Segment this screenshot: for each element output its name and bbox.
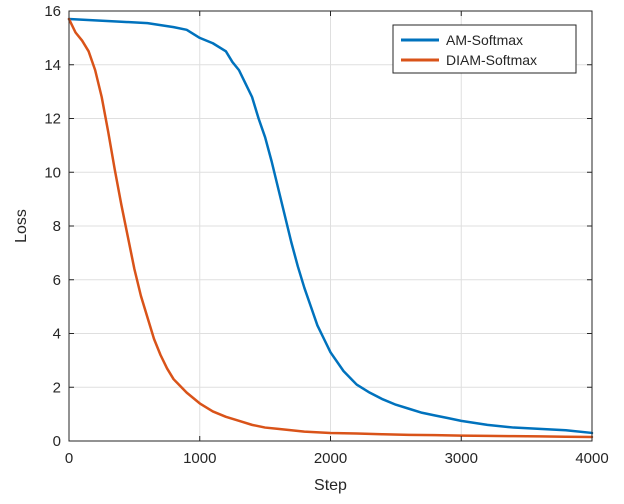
y-tick-label: 10 [44, 164, 61, 181]
y-tick-label: 8 [53, 218, 61, 235]
y-tick-label: 2 [53, 379, 61, 396]
x-tick-label: 0 [65, 450, 73, 467]
y-tick-label: 4 [53, 326, 61, 343]
x-tick-label: 2000 [314, 450, 347, 467]
y-tick-label: 12 [44, 111, 61, 128]
x-tick-label: 4000 [575, 450, 608, 467]
y-tick-label: 0 [53, 433, 61, 450]
legend-label-am-softmax: AM-Softmax [446, 32, 523, 48]
y-tick-label: 16 [44, 3, 61, 20]
legend-label-diam-softmax: DIAM-Softmax [446, 52, 537, 68]
y-tick-label: 6 [53, 272, 61, 289]
y-axis-label: Loss [13, 209, 30, 243]
x-tick-label: 1000 [183, 450, 216, 467]
legend: AM-Softmax DIAM-Softmax [393, 25, 576, 73]
grid [69, 11, 592, 441]
x-tick-label: 3000 [445, 450, 478, 467]
y-tick-label: 14 [44, 57, 61, 74]
x-axis-label: Step [314, 477, 347, 494]
